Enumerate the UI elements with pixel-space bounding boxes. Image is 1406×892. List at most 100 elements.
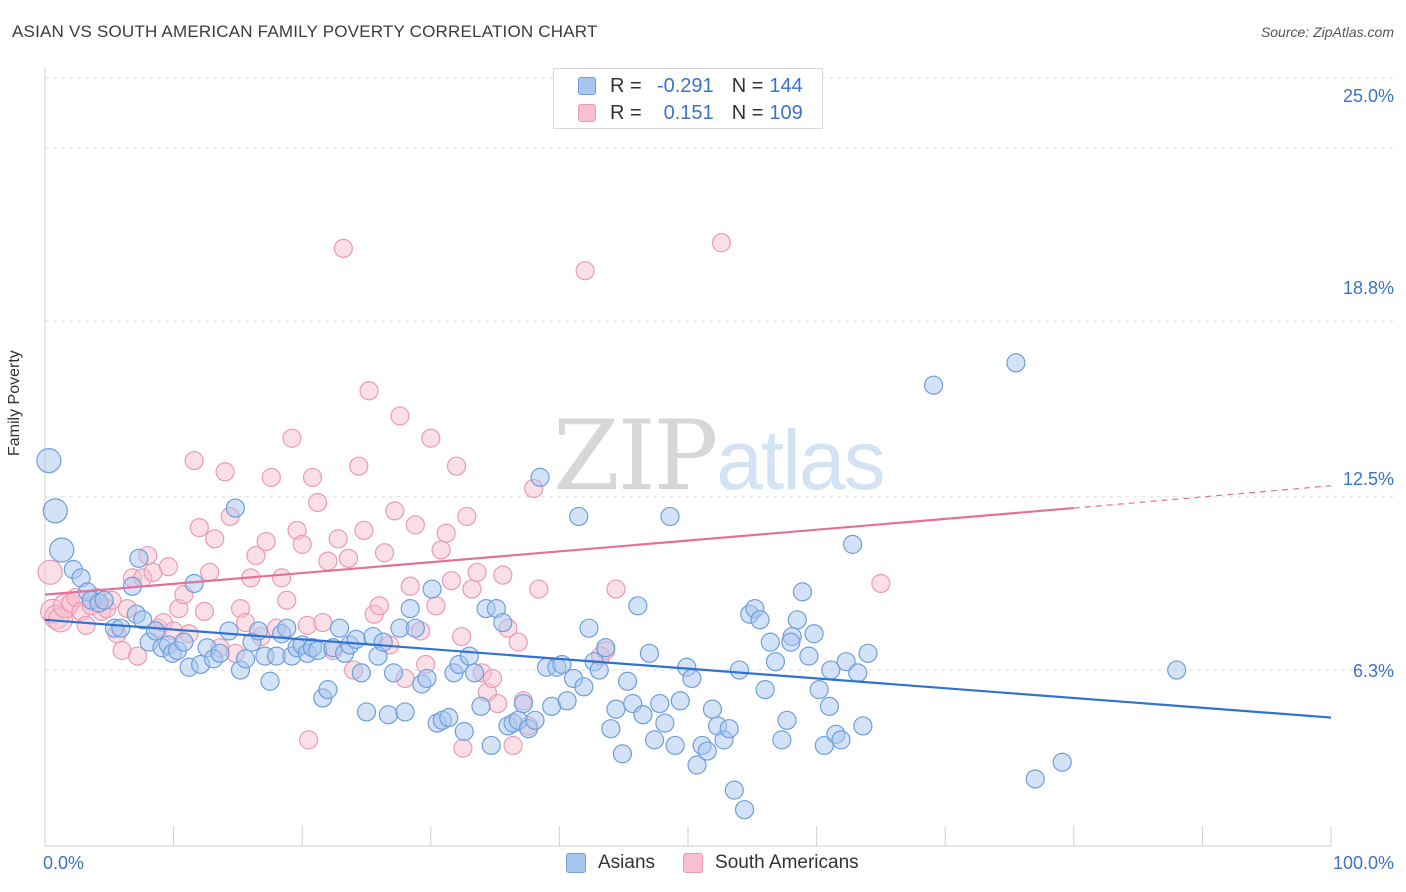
south-americans-point (359, 381, 379, 401)
south-americans-trend-line (44, 506, 1074, 596)
asians-point (804, 624, 824, 644)
south-americans-point (127, 646, 148, 666)
south-americans-point (431, 540, 451, 560)
asians-point (760, 632, 780, 652)
asians-point (395, 702, 415, 722)
asians-point (145, 621, 166, 641)
asians-point (464, 663, 485, 683)
asians-point (612, 744, 633, 764)
asians-point (644, 730, 665, 750)
asians-point (750, 610, 770, 630)
south-americans-point (349, 456, 369, 476)
asians-point (781, 632, 801, 652)
south-americans-point (446, 456, 467, 476)
south-americans-point (328, 529, 348, 549)
asians-point (471, 696, 491, 716)
asians-point (831, 730, 851, 750)
south-americans-point (493, 565, 513, 585)
south-americans-point (200, 562, 220, 582)
south-americans-point (338, 548, 359, 568)
asians-point (557, 691, 577, 711)
asians-point (174, 632, 194, 652)
asians-point (36, 448, 62, 474)
y-tick-label: 18.8% (1342, 278, 1394, 298)
south-americans-legend-swatch (683, 853, 704, 873)
south-americans-point (76, 615, 96, 635)
south-americans-point (369, 596, 389, 616)
series-legend: Asians South Americans (566, 852, 887, 874)
asians-point (1025, 769, 1045, 789)
asians-point (378, 705, 398, 725)
south-americans-point (453, 738, 473, 758)
asians-point (481, 735, 501, 756)
asians-point (719, 719, 739, 739)
asians-point (687, 755, 707, 775)
south-americans-point (441, 571, 461, 591)
asians-point (628, 596, 648, 616)
n-label: N = (731, 101, 764, 124)
asians-r-value: -0.291 (656, 74, 714, 97)
south-americans-point (205, 529, 225, 549)
asians-point (351, 663, 371, 683)
south-americans-point (333, 238, 353, 258)
asians-legend-swatch (566, 853, 586, 873)
asians-point (1006, 353, 1026, 373)
asians-point (606, 699, 626, 719)
south-americans-point (467, 562, 487, 582)
asians-point (836, 652, 856, 672)
r-label: R = (610, 101, 642, 124)
asians-point (356, 702, 377, 722)
asians-point (346, 629, 366, 649)
south-americans-point (606, 579, 626, 599)
asians-point (792, 582, 813, 602)
asians-point (49, 537, 75, 563)
asians-n-value: 144 (769, 74, 803, 97)
asians-point (373, 632, 393, 652)
y-tick-label: 25.0% (1342, 86, 1394, 106)
asians-point (1167, 660, 1187, 680)
asians-point (454, 721, 474, 742)
south-americans-point (575, 261, 595, 281)
south-americans-point (354, 520, 374, 541)
asians-point (848, 663, 868, 683)
south-americans-point (405, 515, 425, 535)
asians-point (210, 643, 230, 663)
legend-item-asians: Asians (566, 852, 655, 874)
watermark-atlas: atlas (716, 413, 885, 507)
south-americans-point (711, 233, 732, 253)
asians-point (843, 534, 863, 554)
n-label: N = (731, 74, 764, 97)
south-americans-point (292, 534, 312, 554)
asians-point (809, 680, 829, 700)
asians-point (755, 680, 775, 700)
watermark-zip: ZIP (553, 400, 718, 512)
asians-point (225, 498, 245, 518)
asians-point (569, 506, 589, 527)
asians-point (655, 713, 675, 733)
south-americans-point (256, 531, 276, 552)
south-americans-point (390, 406, 410, 426)
y-tick-label: 12.5% (1342, 469, 1394, 489)
asians-point (574, 677, 594, 697)
south-americans-point (436, 523, 456, 543)
asians-point (853, 716, 873, 736)
asians-point (493, 612, 513, 633)
y-tick-label: 6.3% (1352, 661, 1394, 681)
asians-legend-label: Asians (598, 852, 656, 873)
south-americans-point (529, 579, 549, 599)
south-americans-point (385, 501, 405, 521)
south-americans-point (302, 467, 323, 487)
trend-lines (44, 485, 1332, 719)
south-americans-point (158, 557, 179, 577)
asians-point (724, 780, 744, 800)
asians-point (329, 618, 350, 638)
south-americans-point (426, 596, 446, 616)
asians-point (660, 506, 680, 527)
south-americans-legend-label: South Americans (715, 852, 859, 873)
asians-point (129, 548, 149, 568)
asians-point (777, 710, 797, 730)
south-americans-point (313, 612, 333, 633)
south-americans-point (189, 518, 209, 538)
chart-source: Source: ZipAtlas.com (1260, 24, 1394, 40)
